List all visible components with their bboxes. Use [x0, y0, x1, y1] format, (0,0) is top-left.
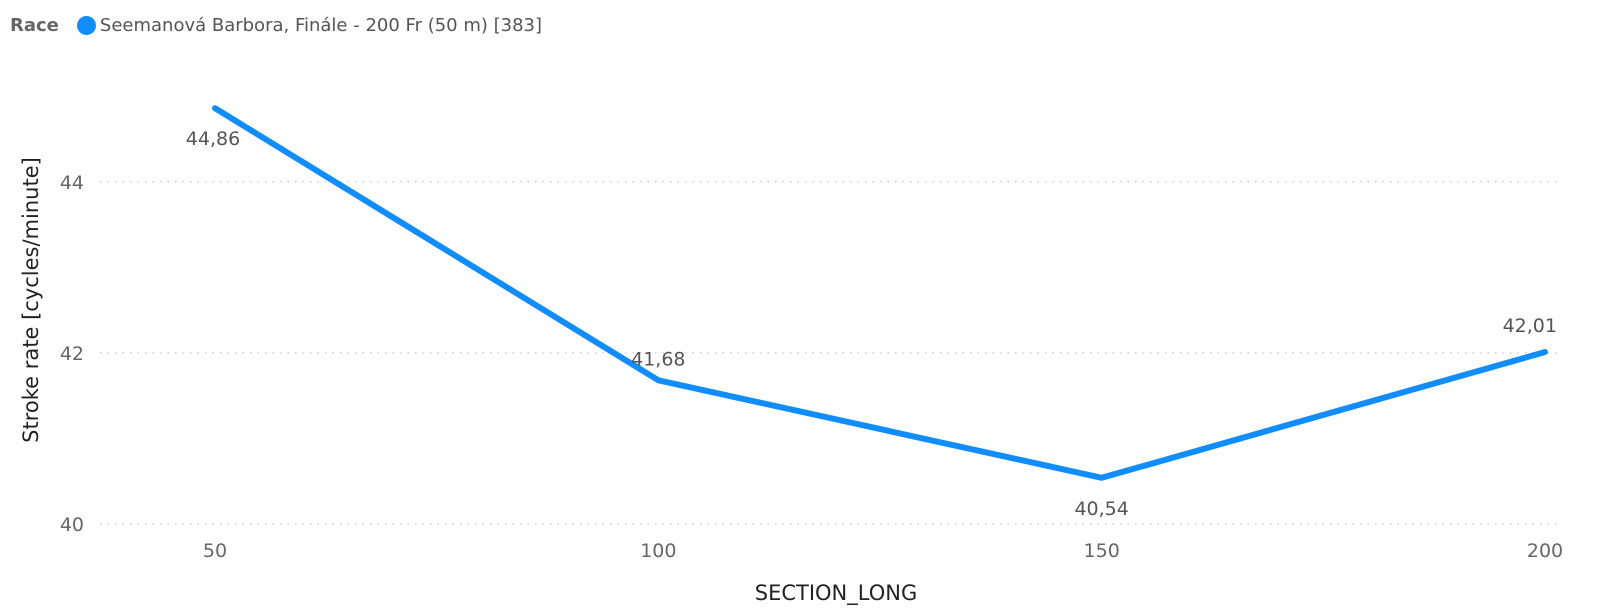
series-layer — [212, 105, 1548, 481]
y-tick-label: 44 — [60, 172, 84, 194]
data-labels: 44,86 41,68 40,54 42,01 — [186, 128, 1557, 520]
x-axis-ticks: 50 100 150 200 — [203, 540, 1563, 562]
data-label: 41,68 — [631, 348, 685, 370]
x-tick-label: 100 — [640, 540, 676, 562]
y-tick-label: 40 — [60, 514, 84, 536]
legend: Race Seemanová Barbora, Finále - 200 Fr … — [10, 10, 542, 40]
legend-marker-icon[interactable] — [76, 15, 96, 35]
legend-series-label[interactable]: Seemanová Barbora, Finále - 200 Fr (50 m… — [99, 14, 543, 36]
x-tick-label: 150 — [1084, 540, 1120, 562]
x-tick-label: 50 — [203, 540, 227, 562]
y-axis-title: Stroke rate [cycles/minute] — [19, 157, 43, 443]
x-axis-title: SECTION_LONG — [755, 581, 917, 606]
series-line — [212, 105, 1548, 481]
x-tick-label: 200 — [1527, 540, 1563, 562]
y-tick-label: 42 — [60, 343, 84, 365]
gridlines — [100, 181, 1558, 525]
data-label: 42,01 — [1503, 315, 1557, 337]
data-label: 44,86 — [186, 128, 240, 150]
legend-title: Race — [10, 14, 59, 36]
y-axis-ticks: 40 42 44 — [60, 172, 84, 536]
data-label: 40,54 — [1074, 498, 1128, 520]
